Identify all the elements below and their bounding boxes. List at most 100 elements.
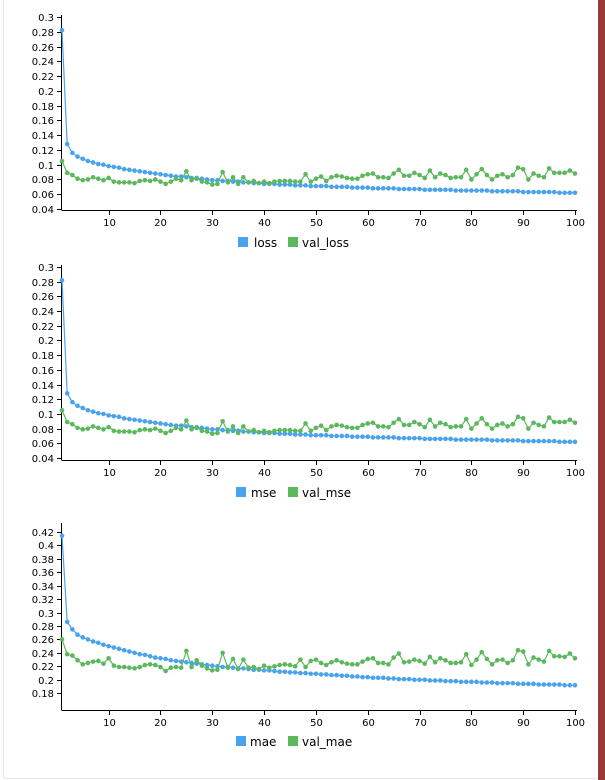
val_mae-point: [59, 637, 65, 642]
val_loss-point: [246, 180, 251, 185]
mse-point: [541, 438, 547, 444]
val_mae-point: [474, 657, 479, 662]
mse-point: [137, 418, 143, 423]
y-tick-label: 0.04: [32, 454, 54, 465]
mae-point: [318, 672, 324, 677]
val_mae-point: [251, 664, 257, 670]
mae-point: [448, 678, 453, 684]
mae-point: [380, 675, 386, 681]
legend: loss val_loss: [238, 236, 349, 250]
val_mae-point: [95, 658, 101, 664]
val_mae-point: [111, 663, 117, 668]
mae-point: [75, 632, 80, 638]
mae-point: [220, 664, 225, 670]
val_loss-point: [111, 179, 117, 184]
legend-label-loss: loss: [254, 236, 277, 250]
mae-point: [453, 678, 459, 684]
val_mse-point: [85, 426, 91, 431]
val_loss-point: [85, 177, 91, 182]
loss-point: [308, 183, 314, 189]
mse-point: [515, 438, 521, 443]
val_mae-point: [209, 668, 215, 673]
mse-point: [380, 435, 386, 440]
val_mae-point: [225, 665, 231, 670]
val_mse-point: [463, 416, 469, 422]
val_loss-point: [70, 172, 75, 178]
x-tick-label: 10: [103, 468, 116, 479]
mae-point: [557, 682, 562, 687]
val_mse-line: [61, 410, 576, 435]
val_mae-point: [298, 657, 303, 662]
loss-point: [101, 162, 106, 167]
val_loss-point: [101, 177, 106, 183]
val_mae-point: [344, 661, 350, 666]
mse-point: [437, 436, 443, 442]
val_mae-point: [132, 666, 137, 671]
x-tick-label: 30: [206, 468, 219, 479]
mse-point: [127, 416, 132, 422]
val_mse-point: [443, 421, 448, 427]
legend-swatch-mae: [236, 736, 246, 746]
val_loss-line: [61, 160, 576, 186]
loss-point: [370, 186, 376, 191]
loss-point: [184, 174, 189, 180]
mae-point: [158, 655, 163, 661]
mae-point: [121, 647, 127, 653]
mae-point: [111, 645, 117, 650]
val_mse-point: [339, 423, 345, 428]
mae-point: [261, 668, 267, 673]
val_loss-point: [515, 165, 521, 170]
loss-point: [526, 189, 531, 195]
mse-point: [163, 421, 168, 427]
val_mae-point: [70, 653, 75, 658]
val_loss-point: [567, 168, 573, 173]
mae-point: [334, 672, 339, 678]
mae-point: [277, 669, 282, 675]
y-tick-label: 0.34: [32, 582, 54, 593]
val_loss-point: [106, 175, 111, 181]
loss-point: [432, 187, 438, 193]
val_mae-point: [241, 657, 246, 662]
val_loss-point: [458, 174, 464, 180]
loss-point: [158, 171, 163, 177]
val_mse-point: [272, 428, 277, 434]
y-tick-label: 0.26: [32, 292, 54, 303]
val_mse-point: [386, 424, 391, 430]
val_loss-point: [152, 177, 158, 182]
mae-point: [282, 669, 288, 675]
val_mse-point: [303, 421, 308, 426]
loss-line: [61, 30, 575, 194]
val_mae-point: [266, 665, 272, 670]
mse-point: [531, 438, 536, 444]
mae-point: [551, 682, 557, 687]
mse-point: [282, 431, 288, 437]
val_mse-point: [111, 428, 117, 434]
val_mae-point: [230, 656, 236, 662]
val_mae-point: [75, 657, 80, 663]
val_mse-point: [551, 419, 557, 425]
loss-point: [458, 188, 464, 193]
x-tick-label: 20: [154, 718, 167, 729]
mse-point: [95, 410, 101, 416]
val_loss-point: [173, 176, 179, 182]
loss-point: [313, 183, 319, 189]
val_mse-point: [344, 424, 350, 430]
val_mae-point: [401, 660, 407, 665]
val_mse-point: [173, 425, 179, 431]
mae-point: [339, 673, 345, 679]
loss-point: [59, 27, 65, 33]
val_mae-point: [308, 658, 314, 664]
mae-point: [401, 676, 407, 682]
loss-point: [500, 188, 505, 194]
val_loss-point: [365, 171, 371, 177]
mae-point: [168, 657, 174, 663]
y-tick-label: 0.12: [32, 146, 54, 157]
val_loss-point: [412, 170, 417, 176]
legend-swatch-loss: [238, 237, 248, 247]
val_loss-point: [132, 180, 137, 186]
val_loss-point: [510, 172, 516, 178]
val_mse-point: [526, 426, 531, 431]
mse-point: [391, 435, 396, 440]
loss-point: [80, 156, 86, 162]
val_loss-point: [215, 181, 220, 187]
